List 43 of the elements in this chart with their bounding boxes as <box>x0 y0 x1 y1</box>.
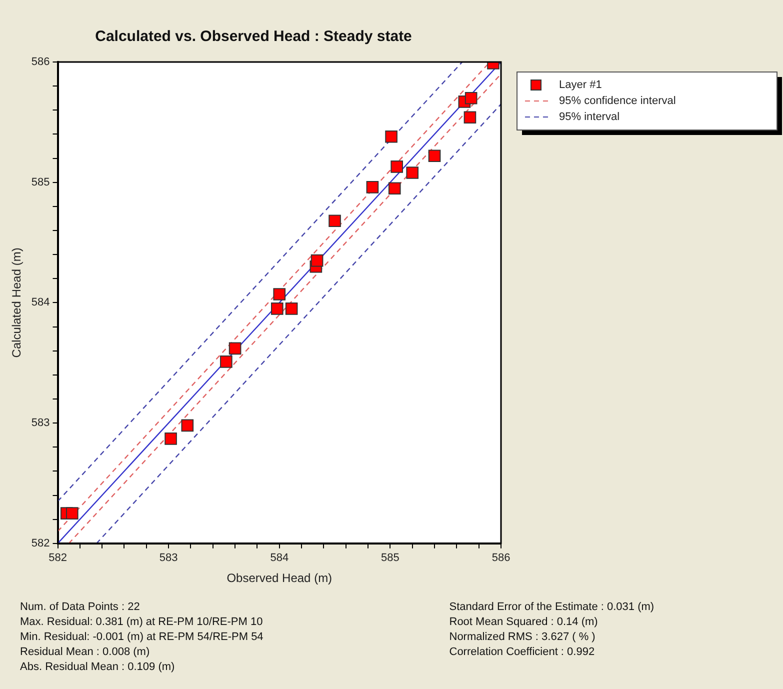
point <box>385 130 398 143</box>
point <box>220 356 232 368</box>
point <box>285 302 298 315</box>
text: Standard Error of the Estimate : 0.031 (m) <box>449 600 656 615</box>
legend-label: 95% interval <box>559 111 620 124</box>
x-tick-label: 583 <box>159 552 178 564</box>
point <box>428 150 441 162</box>
legend-label: 95% confidence interval <box>559 95 676 108</box>
y-tick-label: 584 <box>31 296 50 309</box>
text: Max. Residual: 0.381 (m) at RE-PM 10/RE-PM 10 <box>20 615 264 630</box>
y-tick-label: 582 <box>31 537 50 550</box>
x-tick-label: 585 <box>381 552 400 564</box>
text: Root Mean Squared : 0.14 (m) <box>449 615 599 630</box>
point <box>406 166 419 179</box>
text: Min. Residual: -0.001 (m) at RE-PM 54/RE-PM 54 <box>20 630 264 645</box>
point <box>273 288 286 300</box>
legend-label: Layer #1 <box>559 79 602 92</box>
point <box>464 92 478 104</box>
point <box>366 181 379 194</box>
x-axis-title: Observed Head (m) <box>226 571 332 586</box>
text: Abs. Residual Mean : 0.109 (m) <box>20 660 176 675</box>
point <box>464 111 476 124</box>
x-tick-label: 582 <box>48 552 67 564</box>
text: Correlation Coefficient : 0.992 <box>449 645 596 660</box>
text: Num. of Data Points : 22 <box>20 600 141 615</box>
y-tick-label: 586 <box>31 56 50 68</box>
x-tick-label: 586 <box>492 552 510 564</box>
text: Normalized RMS : 3.627 ( % ) <box>449 630 596 645</box>
y-axis-title: Calculated Head (m) <box>10 248 24 358</box>
point <box>66 507 78 520</box>
point <box>328 214 341 228</box>
y-tick-label: 583 <box>31 417 50 430</box>
y-tick-label: 585 <box>31 176 50 188</box>
x-tick-label: 584 <box>270 552 289 564</box>
point <box>390 160 403 173</box>
point <box>164 432 177 445</box>
point <box>228 342 242 355</box>
point <box>181 419 194 432</box>
point <box>310 254 324 267</box>
text: Residual Mean : 0.008 (m) <box>20 645 151 660</box>
chart-title: Calculated vs. Observed Head : Steady state <box>95 28 412 46</box>
point <box>271 302 284 315</box>
point <box>388 182 401 195</box>
